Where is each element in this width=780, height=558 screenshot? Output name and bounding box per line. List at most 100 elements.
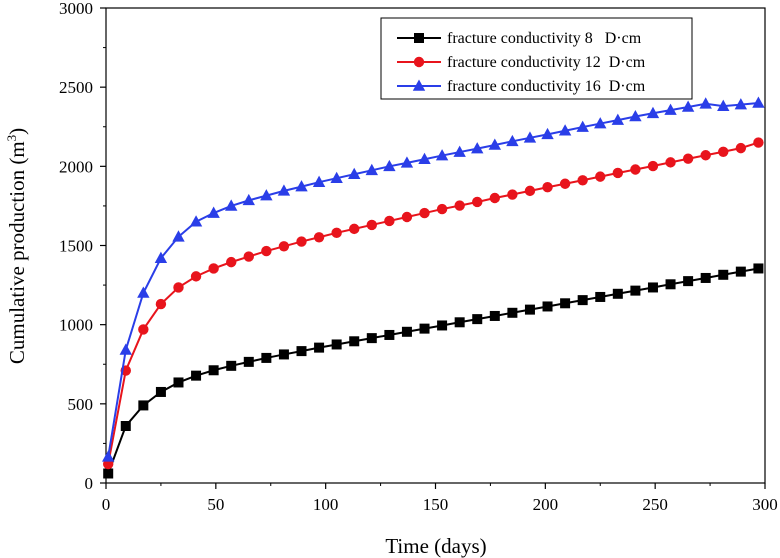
data-point — [507, 307, 518, 318]
data-point — [330, 171, 343, 184]
data-point — [401, 211, 413, 223]
data-point — [577, 175, 588, 186]
data-point — [753, 263, 764, 274]
data-point — [277, 184, 291, 196]
data-point — [435, 149, 449, 161]
data-point — [576, 120, 589, 132]
x-tick-label: 0 — [102, 495, 111, 514]
data-point — [173, 282, 184, 293]
series-line-1 — [107, 267, 759, 474]
data-point — [295, 180, 308, 192]
data-point — [665, 279, 676, 290]
data-point — [629, 109, 642, 122]
x-tick-label: 300 — [752, 495, 778, 514]
axis-ticks: 0 50 100 150 200 250 3000500100015002000250030… — [59, 0, 778, 514]
data-point — [348, 167, 361, 180]
data-point — [489, 192, 501, 204]
data-point — [312, 175, 326, 187]
series-3 — [101, 96, 765, 462]
y-tick-label: 500 — [68, 395, 94, 414]
data-point — [700, 150, 711, 161]
data-point — [595, 291, 606, 302]
data-point — [103, 468, 114, 479]
data-point — [454, 317, 465, 328]
legend-label: fracture conductivity 16 D·cm — [447, 78, 646, 95]
data-point — [331, 227, 342, 239]
data-point — [314, 342, 325, 353]
data-point — [191, 370, 202, 381]
data-point — [524, 304, 535, 315]
legend-marker — [412, 79, 426, 91]
data-point — [647, 160, 659, 172]
y-tick-label: 1500 — [59, 237, 93, 256]
data-point — [560, 298, 571, 309]
data-point — [349, 336, 360, 347]
data-point — [366, 333, 377, 344]
data-point — [172, 230, 185, 242]
series-line-3 — [107, 102, 759, 458]
data-point — [718, 269, 729, 280]
y-tick-label: 1000 — [59, 316, 93, 335]
x-tick-label: 250 — [642, 495, 668, 514]
data-point — [278, 349, 289, 360]
legend-marker — [413, 56, 425, 68]
x-tick-label: 150 — [423, 495, 449, 514]
data-point — [119, 343, 132, 355]
data-point — [243, 251, 254, 262]
data-point — [630, 164, 641, 175]
data-point — [681, 100, 695, 112]
legend-marker — [414, 33, 424, 43]
data-point — [717, 99, 730, 111]
x-tick-label: 50 — [207, 495, 224, 514]
data-point — [313, 232, 325, 243]
data-point — [612, 288, 623, 299]
data-point — [699, 97, 712, 109]
data-point — [683, 276, 694, 287]
data-point — [155, 386, 166, 397]
data-point — [523, 131, 537, 143]
data-point — [101, 450, 115, 462]
data-point — [734, 98, 748, 110]
legend-label: fracture conductivity 8 D·cm — [447, 30, 642, 47]
data-point — [278, 241, 290, 252]
data-point — [437, 320, 448, 331]
data-point — [366, 219, 377, 231]
data-point — [207, 206, 220, 218]
data-point — [735, 142, 747, 154]
data-point — [120, 421, 131, 431]
y-tick-label: 2500 — [59, 78, 93, 97]
data-point — [418, 152, 431, 165]
data-point — [718, 146, 729, 157]
data-point — [419, 323, 430, 334]
data-point — [646, 106, 660, 119]
data-point — [454, 200, 465, 211]
legend-entry-1: fracture conductivity 8 D·cm — [397, 30, 642, 47]
data-point — [243, 356, 254, 367]
series-1 — [103, 263, 764, 479]
x-tick-label: 200 — [533, 495, 559, 514]
data-point — [506, 134, 519, 147]
data-point — [472, 196, 483, 208]
data-point — [260, 189, 273, 201]
data-point — [664, 103, 677, 115]
y-tick-label: 0 — [85, 474, 94, 493]
series-2 — [102, 137, 764, 470]
data-point — [208, 263, 219, 274]
data-point — [542, 301, 553, 312]
data-point — [226, 256, 237, 268]
data-point — [753, 137, 764, 148]
y-axis-title-superscript: 3 — [4, 135, 19, 142]
data-point — [384, 329, 395, 340]
data-point — [331, 339, 342, 350]
legend-entry-3: fracture conductivity 16 D·cm — [397, 78, 646, 95]
data-point — [226, 360, 237, 371]
data-point — [296, 346, 307, 357]
y-tick-label: 3000 — [59, 0, 93, 18]
data-point — [155, 298, 167, 310]
data-point — [138, 400, 149, 411]
legend-label: fracture conductivity 12 D·cm — [447, 54, 646, 71]
data-point — [647, 282, 658, 293]
data-point — [296, 236, 307, 247]
series-line-2 — [107, 141, 759, 465]
